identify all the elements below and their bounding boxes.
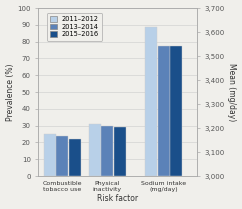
Bar	[44, 134, 56, 176]
Bar	[89, 124, 101, 176]
Bar	[69, 139, 81, 176]
Bar	[145, 27, 157, 176]
Bar	[56, 136, 68, 176]
Y-axis label: Mean (mg/day): Mean (mg/day)	[227, 63, 236, 121]
Bar	[101, 126, 113, 176]
Bar	[114, 127, 126, 176]
Bar	[171, 46, 182, 176]
Bar	[158, 46, 170, 176]
Legend: 2011–2012, 2013–2014, 2015–2016: 2011–2012, 2013–2014, 2015–2016	[46, 13, 102, 41]
Y-axis label: Prevalence (%): Prevalence (%)	[6, 63, 15, 121]
X-axis label: Risk factor: Risk factor	[97, 194, 138, 203]
